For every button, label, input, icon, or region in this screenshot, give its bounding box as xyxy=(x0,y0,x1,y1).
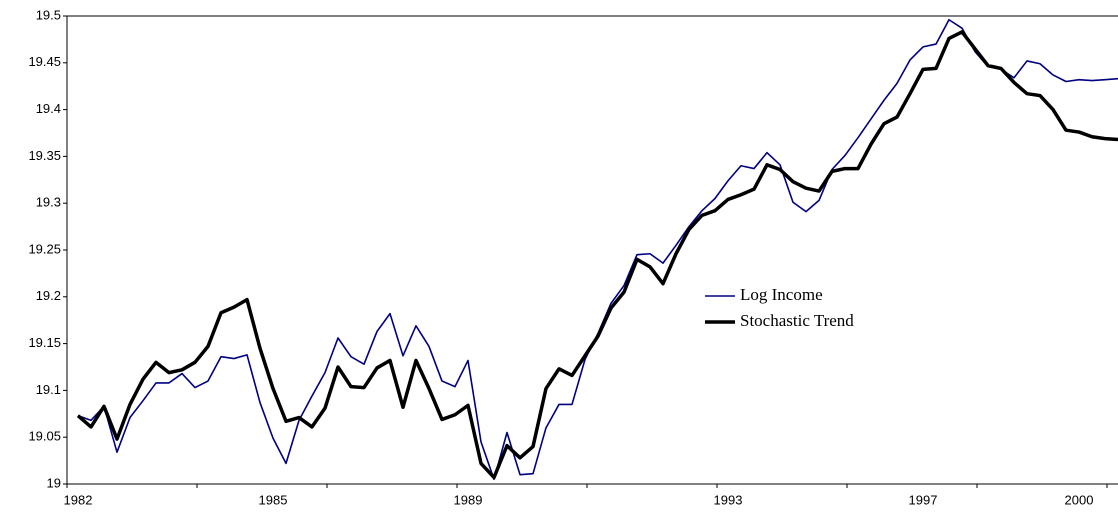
y-tick-label: 19 xyxy=(47,475,61,490)
x-tick-label: 1989 xyxy=(454,492,483,507)
x-tick-label: 2000 xyxy=(1065,492,1094,507)
series-line xyxy=(77,18,1118,481)
x-tick-label: 1993 xyxy=(714,492,743,507)
y-tick-label: 19.4 xyxy=(36,101,61,116)
y-tick-label: 19.1 xyxy=(36,382,61,397)
legend-label: Stochastic Trend xyxy=(740,311,854,330)
y-tick-label: 19.35 xyxy=(28,148,61,163)
y-tick-label: 19.15 xyxy=(28,335,61,350)
y-tick-label: 19.25 xyxy=(28,241,61,256)
x-tick-label: 1985 xyxy=(259,492,288,507)
series-line xyxy=(76,30,1118,480)
y-tick-label: 19.05 xyxy=(28,429,61,444)
x-tick-label: 1997 xyxy=(909,492,938,507)
legend-label: Log Income xyxy=(740,285,823,304)
y-tick-label: 19.2 xyxy=(36,288,61,303)
y-tick-label: 19.5 xyxy=(36,7,61,22)
y-tick-label: 19.3 xyxy=(36,195,61,210)
y-tick-label: 19.45 xyxy=(28,54,61,69)
x-tick-label: 1982 xyxy=(64,492,93,507)
